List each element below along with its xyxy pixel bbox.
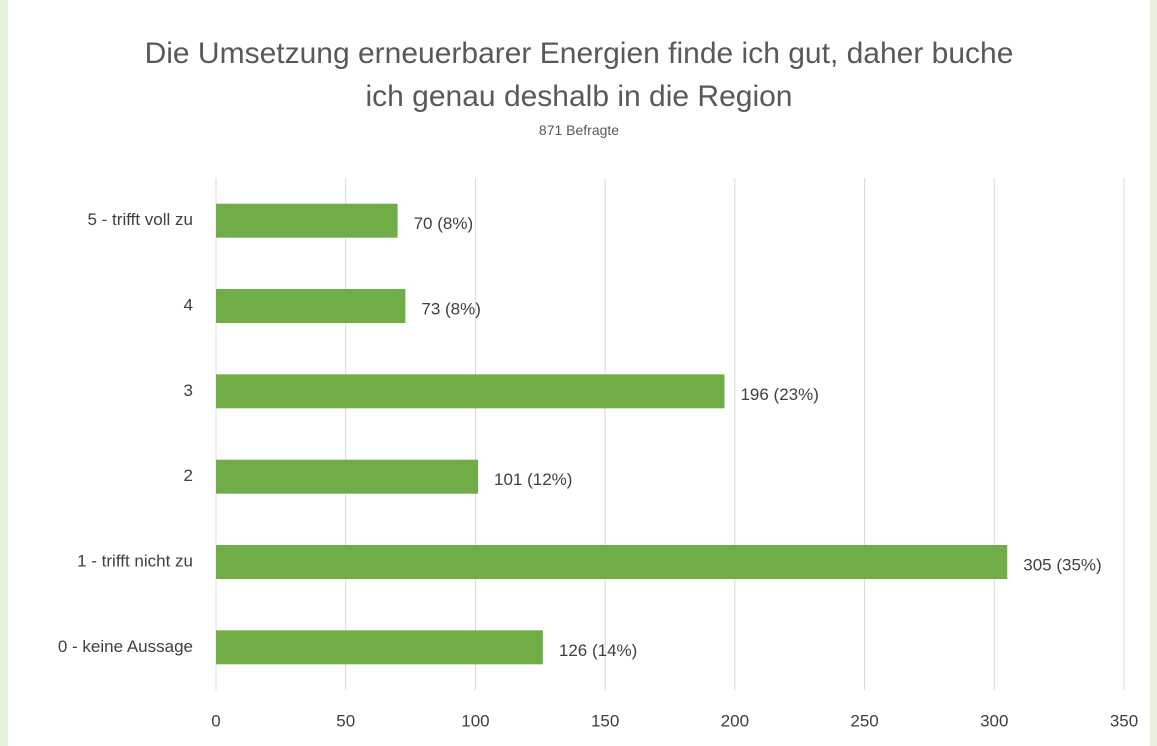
value-label: 73 (8%) [421,299,481,318]
x-tick-label: 300 [980,711,1008,730]
value-label: 126 (14%) [559,641,637,660]
x-tick-label: 0 [211,711,220,730]
chart-subtitle: 871 Befragte [538,122,620,138]
y-tick-label: 3 [184,381,193,400]
y-tick-label: 2 [184,466,193,485]
value-label: 101 (12%) [494,470,572,489]
value-label: 196 (23%) [740,385,818,404]
x-tick-label: 100 [461,711,489,730]
value-label: 305 (35%) [1023,555,1101,574]
x-tick-label: 200 [721,711,749,730]
bar [216,630,543,665]
y-tick-label: 4 [184,295,193,314]
x-tick-label: 50 [336,711,355,730]
bar [216,459,479,494]
chart-panel: Die Umsetzung erneuerbarer Energien find… [8,0,1150,746]
title-box: Die Umsetzung erneuerbarer Energien find… [8,32,1150,118]
value-label: 70 (8%) [414,214,474,233]
x-tick-label: 150 [591,711,619,730]
bar [216,374,725,409]
y-tick-label: 5 - trifft voll zu [88,210,194,229]
bar [216,203,398,238]
x-tick-label: 350 [1110,711,1138,730]
y-tick-label: 1 - trifft nicht zu [77,551,193,570]
y-tick-label: 0 - keine Aussage [58,637,193,656]
bar [216,289,406,323]
chart: 0 50 100 150 200 250 300 350 5 - trifft voll zu 7… [58,178,1138,730]
x-tick-label: 250 [850,711,878,730]
chart-title: Die Umsetzung erneuerbarer Energien find… [144,37,1014,113]
bar [216,545,1008,579]
